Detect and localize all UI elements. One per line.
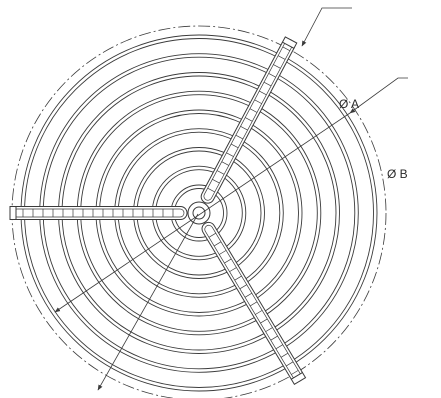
spoke-rung (244, 292, 253, 298)
dimension-b (97, 7, 352, 391)
spoke-rung (255, 310, 263, 315)
dimension-b-line (97, 213, 199, 391)
radial-spokes (9, 36, 307, 386)
spoke-rung (207, 187, 215, 193)
spoke-rung (245, 117, 253, 122)
spoke-rung (208, 232, 216, 238)
spoke-rung (277, 55, 286, 60)
spoke-rung (216, 170, 225, 175)
spoke-rung (249, 108, 258, 113)
spoke-rung (280, 352, 289, 358)
dimension-a (54, 77, 408, 313)
spoke-rung (229, 267, 237, 272)
spoke-rung (273, 64, 281, 69)
spoke-rung (254, 99, 262, 104)
spoke-rung (265, 327, 273, 332)
spoke-rung (282, 46, 291, 51)
spoke-rung (291, 370, 299, 375)
spoke-outline (9, 206, 188, 220)
spoke-rung (213, 241, 222, 247)
spoke-rung (286, 361, 294, 367)
spoke-rung (212, 179, 220, 184)
spoke-rung (259, 90, 267, 96)
dimension-a-label: Ø A (339, 97, 360, 111)
spoke-end-cap (290, 371, 307, 386)
spoke-rung (219, 250, 227, 255)
spoke-end-cap (9, 206, 17, 220)
dimension-a-leader (349, 77, 408, 114)
spoke-rung (230, 143, 239, 149)
spoke-rung (239, 284, 247, 290)
spoke-lower-right (201, 221, 307, 386)
hub-outer (187, 201, 211, 225)
spoke-rung (270, 335, 278, 341)
spoke-upper-right (200, 36, 298, 204)
spoke-rung (234, 275, 242, 281)
spoke-rung (263, 81, 272, 87)
dimension-b-label: Ø B (387, 167, 408, 181)
dimension-a-line (54, 112, 351, 313)
spoke-rung (240, 126, 248, 131)
spoke-rung (224, 258, 232, 264)
spoke-rung (235, 134, 244, 140)
spoke-rung (249, 301, 258, 307)
spoke-rung (268, 73, 276, 78)
spoke-rung (275, 344, 283, 350)
spoke-left (9, 206, 188, 220)
dimension-b-leader (301, 7, 352, 47)
spoke-rung (226, 152, 234, 157)
spoke-rung (260, 318, 268, 324)
spoke-end-cap (281, 36, 298, 49)
spoke-rung (221, 161, 229, 166)
hub-inner (192, 206, 206, 220)
